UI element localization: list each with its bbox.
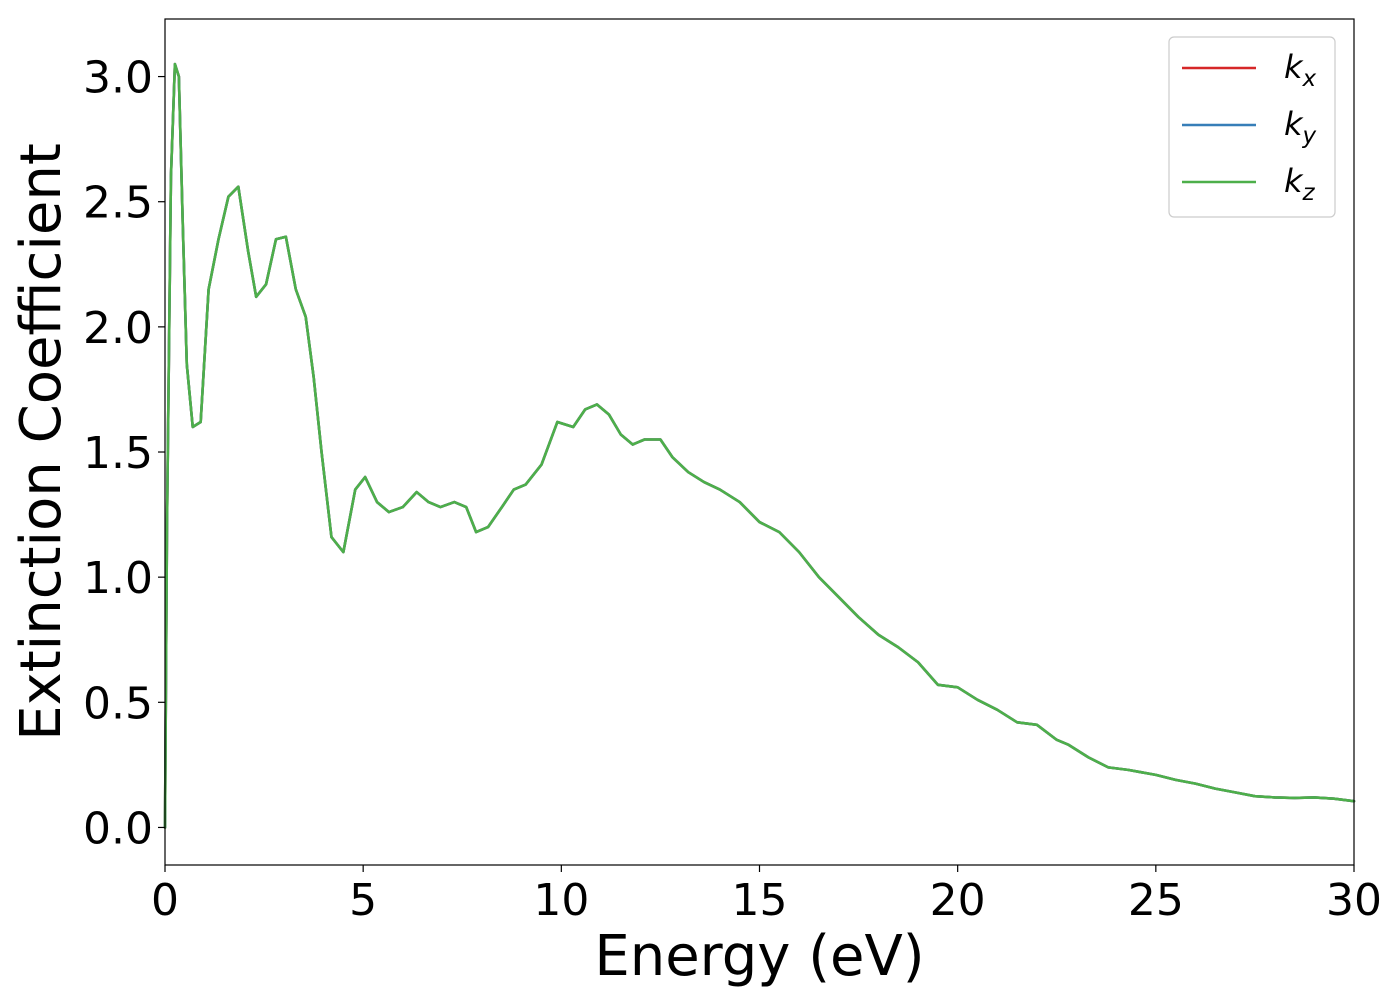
legend: kx ky kz [1168,36,1336,218]
x-tick-label: 20 [930,875,986,926]
legend-label: kz [1284,162,1316,206]
y-tick-label: 1.5 [83,428,153,479]
y-tick-label: 0.0 [83,803,153,854]
legend-item-ky: ky [1182,105,1317,149]
x-tick-label: 30 [1326,875,1382,926]
y-tick-label: 3.0 [83,53,153,104]
y-tick-label: 0.5 [83,678,153,729]
y-axis-title: Extinction Coefficient [9,143,74,741]
series-layer [163,62,1356,829]
x-tick-label: 5 [349,875,377,926]
y-tick-label: 2.0 [83,303,153,354]
legend-item-kx: kx [1182,48,1317,92]
x-tick-label: 25 [1128,875,1184,926]
y-tick-label: 2.5 [83,178,153,229]
x-tick-label: 10 [533,875,589,926]
series-line-kz [163,62,1356,829]
x-axis-ticks: 0 5 10 15 20 25 30 [151,865,1382,926]
x-tick-label: 15 [732,875,788,926]
y-axis-ticks: 0.0 0.5 1.0 1.5 2.0 2.5 3.0 [83,53,165,854]
x-tick-label: 0 [151,875,179,926]
legend-label: kx [1284,48,1317,92]
legend-label: ky [1284,105,1317,149]
legend-box [1168,36,1336,218]
x-axis-title: Energy (eV) [594,924,924,989]
y-tick-label: 1.0 [83,553,153,604]
legend-item-kz: kz [1182,162,1316,206]
